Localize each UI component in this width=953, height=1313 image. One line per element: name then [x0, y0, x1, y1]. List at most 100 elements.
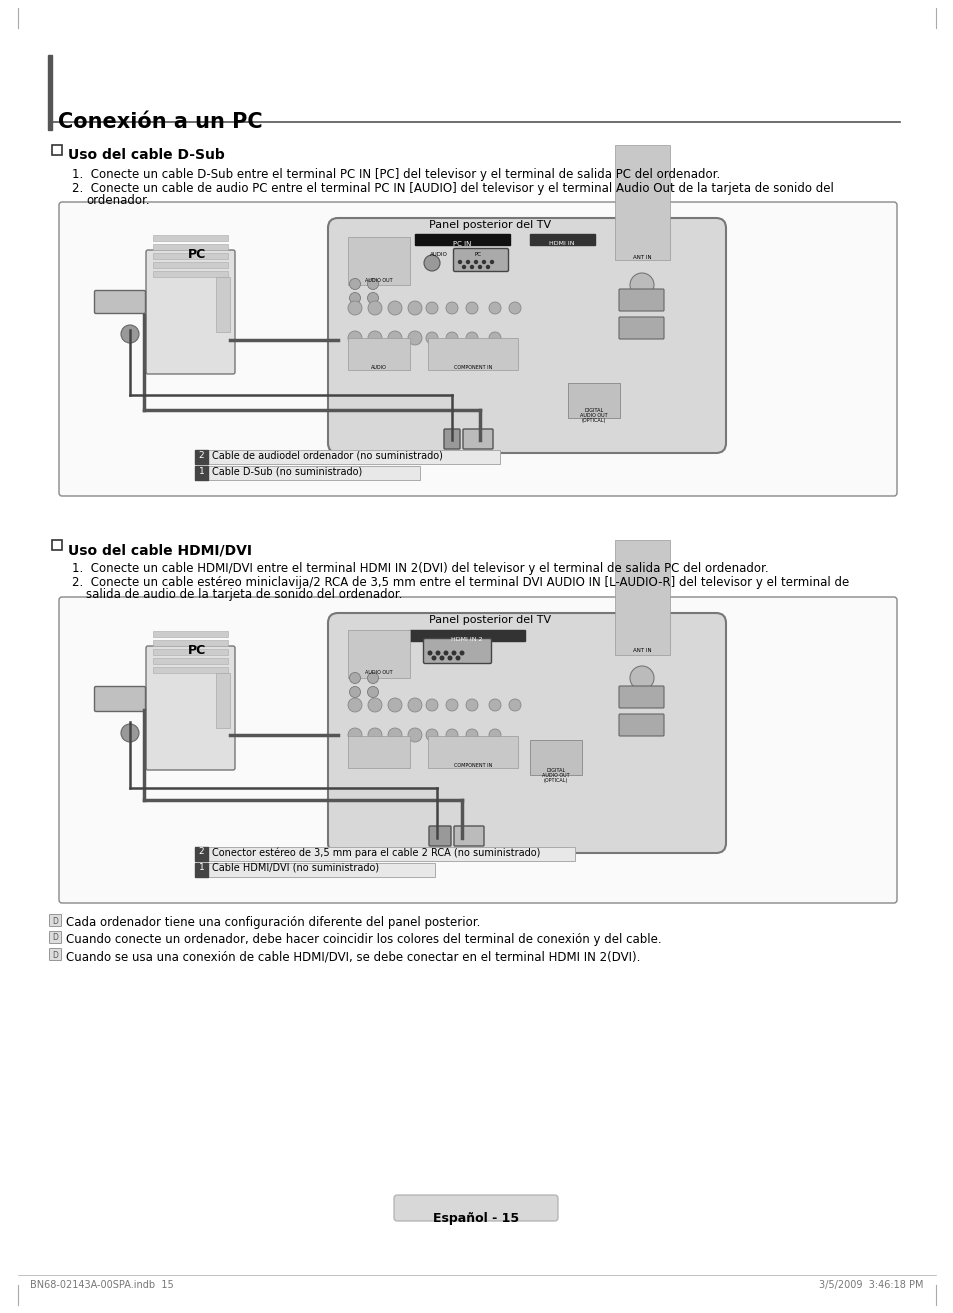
FancyBboxPatch shape [462, 429, 493, 449]
Circle shape [446, 699, 457, 712]
Bar [48, 55, 52, 130]
Circle shape [452, 651, 456, 655]
Circle shape [367, 278, 378, 289]
FancyBboxPatch shape [59, 202, 896, 496]
Bar [152, 639, 228, 646]
FancyBboxPatch shape [618, 316, 663, 339]
Text: COMPONENT IN: COMPONENT IN [454, 763, 492, 768]
Circle shape [482, 260, 485, 264]
Circle shape [428, 651, 432, 655]
Text: AUDIO OUT: AUDIO OUT [365, 670, 393, 675]
FancyBboxPatch shape [328, 613, 725, 853]
Circle shape [509, 699, 520, 712]
Text: 2: 2 [198, 450, 204, 460]
Circle shape [348, 727, 361, 742]
Circle shape [426, 332, 437, 344]
Circle shape [509, 302, 520, 314]
Circle shape [465, 332, 477, 344]
Circle shape [489, 332, 500, 344]
Circle shape [349, 278, 360, 289]
Circle shape [426, 302, 437, 314]
Circle shape [367, 687, 378, 697]
Bar [348, 337, 410, 370]
Text: 2.  Conecte un cable estéreo miniclavija/2 RCA de 3,5 mm entre el terminal DVI A: 2. Conecte un cable estéreo miniclavija/… [71, 576, 848, 590]
Text: BN68-02143A-00SPA.indb  15: BN68-02143A-00SPA.indb 15 [30, 1280, 173, 1289]
Bar [152, 667, 228, 674]
Circle shape [408, 331, 421, 345]
Circle shape [465, 302, 477, 314]
FancyBboxPatch shape [394, 1195, 558, 1221]
Circle shape [368, 699, 381, 712]
FancyBboxPatch shape [423, 638, 491, 663]
FancyBboxPatch shape [59, 597, 896, 903]
Text: DIGITAL: DIGITAL [546, 768, 565, 773]
Circle shape [478, 265, 481, 268]
Circle shape [486, 265, 489, 268]
Text: 3/5/2009  3:46:18 PM: 3/5/2009 3:46:18 PM [819, 1280, 923, 1289]
Bar [428, 737, 517, 768]
Text: 2.  Conecte un cable de audio PC entre el terminal PC IN [AUDIO] del televisor y: 2. Conecte un cable de audio PC entre el… [71, 183, 833, 196]
Text: Cada ordenador tiene una configuración diferente del panel posterior.: Cada ordenador tiene una configuración d… [66, 916, 480, 930]
Circle shape [436, 651, 439, 655]
Circle shape [388, 699, 401, 712]
Circle shape [439, 656, 443, 660]
Circle shape [489, 302, 500, 314]
Bar [348, 238, 410, 285]
Text: Panel posterior del TV: Panel posterior del TV [429, 614, 551, 625]
FancyBboxPatch shape [618, 289, 663, 311]
Text: COMPONENT IN: COMPONENT IN [454, 365, 492, 370]
Circle shape [446, 729, 457, 741]
Text: Uso del cable HDMI/DVI: Uso del cable HDMI/DVI [68, 544, 252, 557]
Circle shape [459, 651, 463, 655]
Circle shape [408, 699, 421, 712]
Circle shape [474, 260, 477, 264]
Circle shape [446, 332, 457, 344]
FancyBboxPatch shape [50, 914, 61, 927]
Circle shape [388, 727, 401, 742]
Circle shape [490, 260, 493, 264]
Circle shape [349, 687, 360, 697]
Circle shape [348, 331, 361, 345]
Circle shape [458, 260, 461, 264]
Text: D: D [52, 934, 58, 943]
Text: D: D [52, 916, 58, 926]
Circle shape [348, 699, 361, 712]
Bar [428, 337, 517, 370]
Text: 1.  Conecte un cable HDMI/DVI entre el terminal HDMI IN 2(DVI) del televisor y e: 1. Conecte un cable HDMI/DVI entre el te… [71, 562, 768, 575]
Bar [194, 466, 208, 481]
Text: Panel posterior del TV: Panel posterior del TV [429, 221, 551, 230]
Text: PC IN: PC IN [453, 242, 471, 247]
Circle shape [408, 301, 421, 315]
FancyBboxPatch shape [94, 290, 146, 314]
Text: (OPTICAL): (OPTICAL) [581, 418, 605, 423]
Bar [52, 144, 62, 155]
Circle shape [444, 651, 447, 655]
Circle shape [426, 729, 437, 741]
Text: HDMI IN: HDMI IN [549, 242, 574, 246]
Text: Cable de audiodel ordenador (no suministrado): Cable de audiodel ordenador (no suminist… [212, 450, 442, 460]
Circle shape [448, 656, 452, 660]
Circle shape [121, 723, 139, 742]
Circle shape [408, 727, 421, 742]
Bar [415, 234, 510, 246]
FancyBboxPatch shape [146, 249, 234, 374]
Text: PC: PC [475, 252, 481, 257]
Text: PC: PC [188, 643, 206, 656]
FancyBboxPatch shape [454, 826, 483, 846]
Bar [194, 863, 435, 877]
Bar [52, 540, 62, 550]
Circle shape [426, 699, 437, 712]
Text: PC: PC [188, 248, 206, 261]
Text: HDMI IN 2: HDMI IN 2 [451, 637, 482, 642]
Text: ANT IN: ANT IN [632, 255, 651, 260]
FancyBboxPatch shape [146, 646, 234, 769]
Circle shape [456, 656, 459, 660]
Text: AUDIO OUT: AUDIO OUT [365, 278, 393, 284]
Bar [215, 674, 230, 727]
Circle shape [432, 656, 436, 660]
Bar [194, 863, 208, 877]
Text: Conector estéreo de 3,5 mm para el cable 2 RCA (no suministrado): Conector estéreo de 3,5 mm para el cable… [212, 847, 539, 857]
Circle shape [349, 672, 360, 684]
Bar [152, 253, 228, 259]
Bar [348, 737, 410, 768]
